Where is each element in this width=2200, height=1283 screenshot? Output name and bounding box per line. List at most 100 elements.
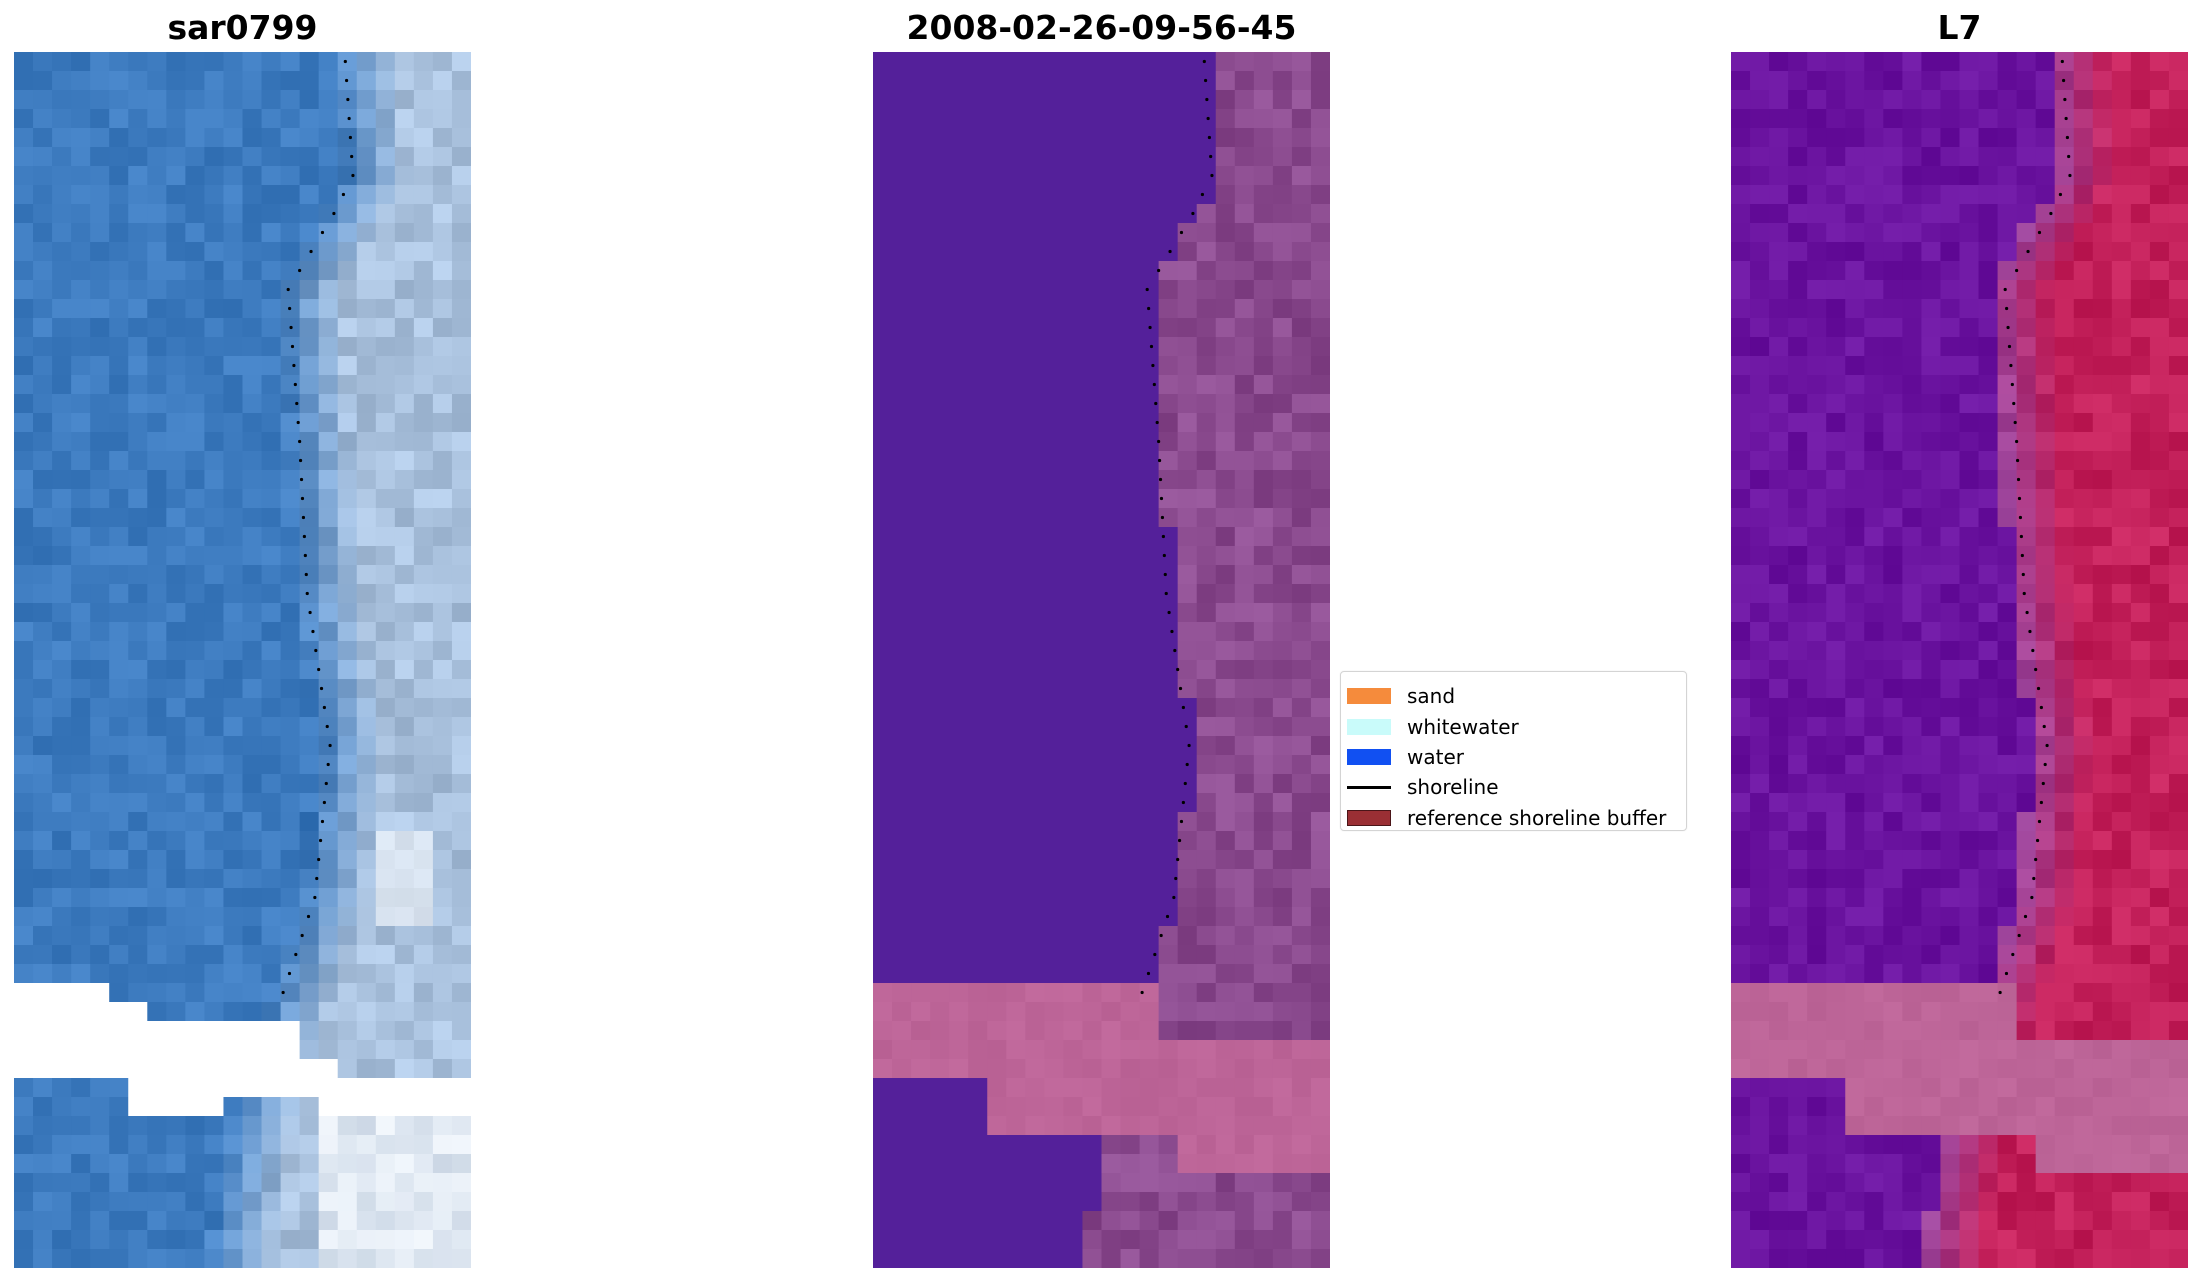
- shoreline-dot: [294, 952, 298, 957]
- shoreline-dot: [1181, 800, 1185, 805]
- shoreline-dot: [343, 59, 347, 64]
- shoreline-dot: [1210, 173, 1214, 178]
- shoreline-dot: [311, 629, 315, 634]
- shoreline-dot: [344, 78, 349, 83]
- legend-label: reference shoreline buffer: [1407, 806, 1667, 830]
- shoreline-dot: [2028, 629, 2032, 634]
- shoreline-dot: [2007, 344, 2012, 349]
- shoreline-dot: [350, 154, 354, 159]
- shoreline-dot: [2060, 59, 2064, 64]
- shoreline-dot: [1148, 325, 1152, 330]
- shoreline-dot: [2039, 705, 2043, 710]
- shoreline-dot: [1174, 876, 1178, 881]
- shoreline-dot: [1158, 477, 1163, 482]
- shoreline-dot: [322, 705, 326, 710]
- shoreline-dot: [2015, 458, 2020, 463]
- shoreline-dot: [299, 477, 304, 482]
- whitewater-swatch: [1347, 719, 1391, 735]
- shoreline-dot: [317, 667, 321, 672]
- shoreline-dot: [2061, 78, 2066, 83]
- shoreline-dot: [347, 116, 351, 121]
- shoreline-dot: [1191, 211, 1195, 216]
- reference-buffer-swatch: [1347, 810, 1391, 826]
- shoreline-dot: [2005, 306, 2009, 311]
- shoreline-dot: [295, 401, 299, 406]
- shoreline-dot: [286, 287, 290, 292]
- shoreline-dot: [1998, 990, 2002, 995]
- shoreline-dot: [1202, 59, 1206, 64]
- shoreline-dot: [1165, 914, 1170, 919]
- shoreline-dot: [326, 762, 330, 767]
- shoreline-dot: [1200, 192, 1205, 197]
- shoreline-dot: [301, 515, 306, 520]
- shoreline-dot: [325, 724, 329, 729]
- legend: sand whitewater water shoreline referenc…: [1340, 671, 1687, 831]
- shoreline-dot: [1147, 306, 1151, 311]
- shoreline-dot: [2063, 97, 2067, 102]
- shoreline-dot: [2021, 572, 2025, 577]
- shoreline-dot: [305, 591, 309, 596]
- shoreline-dot: [1162, 553, 1166, 558]
- panel-title-classification: 2008-02-26-09-56-45: [906, 8, 1297, 47]
- shoreline-dot: [324, 781, 328, 786]
- shoreline-dot: [1152, 382, 1156, 387]
- shoreline-dot: [2035, 838, 2040, 843]
- shoreline-dot: [314, 648, 318, 653]
- shoreline-dot: [2013, 420, 2017, 425]
- shoreline-dot: [322, 800, 326, 805]
- shoreline-dot: [315, 876, 319, 881]
- shoreline-dot: [2067, 154, 2071, 159]
- shoreline-dot: [1159, 496, 1164, 501]
- shoreline-dot: [332, 211, 336, 216]
- shoreline-dot: [281, 990, 285, 995]
- shoreline-dot: [1160, 515, 1165, 520]
- shoreline-dot: [309, 249, 313, 254]
- shoreline-dot: [1178, 686, 1183, 691]
- shoreline-dot: [1185, 762, 1189, 767]
- shoreline-dot: [317, 857, 321, 862]
- shoreline-dot: [290, 344, 295, 349]
- shoreline-dot: [1168, 249, 1172, 254]
- shoreline-dot: [1149, 344, 1154, 349]
- shoreline-dot: [1157, 458, 1162, 463]
- shoreline-dot: [298, 458, 303, 463]
- shoreline-dot: [319, 686, 324, 691]
- shoreline-dot: [1163, 572, 1167, 577]
- shoreline-dot: [302, 534, 306, 539]
- shoreline-dot: [2034, 667, 2038, 672]
- shoreline-dot: [2068, 173, 2072, 178]
- shoreline-dot: [1167, 610, 1171, 615]
- rgb-image-panel: [14, 52, 471, 1268]
- shoreline-dot: [2012, 401, 2016, 406]
- shoreline-dot: [318, 838, 323, 843]
- shoreline-dot: [1176, 857, 1180, 862]
- shoreline-dot: [1159, 933, 1163, 938]
- shoreline-dot: [2041, 781, 2045, 786]
- shoreline-dot: [328, 743, 332, 748]
- shoreline-dot: [1173, 648, 1177, 653]
- classification-image-panel: [873, 52, 1330, 1268]
- shoreline-dot: [2017, 496, 2022, 501]
- shoreline-dot: [296, 420, 300, 425]
- legend-label: water: [1407, 745, 1464, 769]
- shoreline-dot: [2017, 933, 2021, 938]
- shoreline-dot: [289, 325, 293, 330]
- shoreline-dot: [2003, 287, 2007, 292]
- shoreline-dot: [1157, 268, 1161, 273]
- shoreline-line-swatch: [1347, 785, 1391, 789]
- shoreline-dot: [2030, 895, 2034, 900]
- shoreline-dot: [1179, 230, 1184, 235]
- shoreline-dot: [2034, 857, 2038, 862]
- panel-title-l7: L7: [1937, 8, 1982, 47]
- shoreline-dot: [348, 135, 353, 140]
- legend-item-reference-buffer: reference shoreline buffer: [1347, 803, 1666, 833]
- shoreline-dot: [1146, 971, 1151, 976]
- shoreline-dot: [2004, 971, 2009, 976]
- shoreline-dot: [2020, 553, 2024, 558]
- shoreline-dot: [293, 382, 297, 387]
- shoreline-dot: [2022, 591, 2026, 596]
- shoreline-dot: [2016, 477, 2021, 482]
- shoreline-dot: [1155, 420, 1159, 425]
- shoreline-dot: [1177, 838, 1182, 843]
- legend-item-whitewater: whitewater: [1347, 712, 1519, 742]
